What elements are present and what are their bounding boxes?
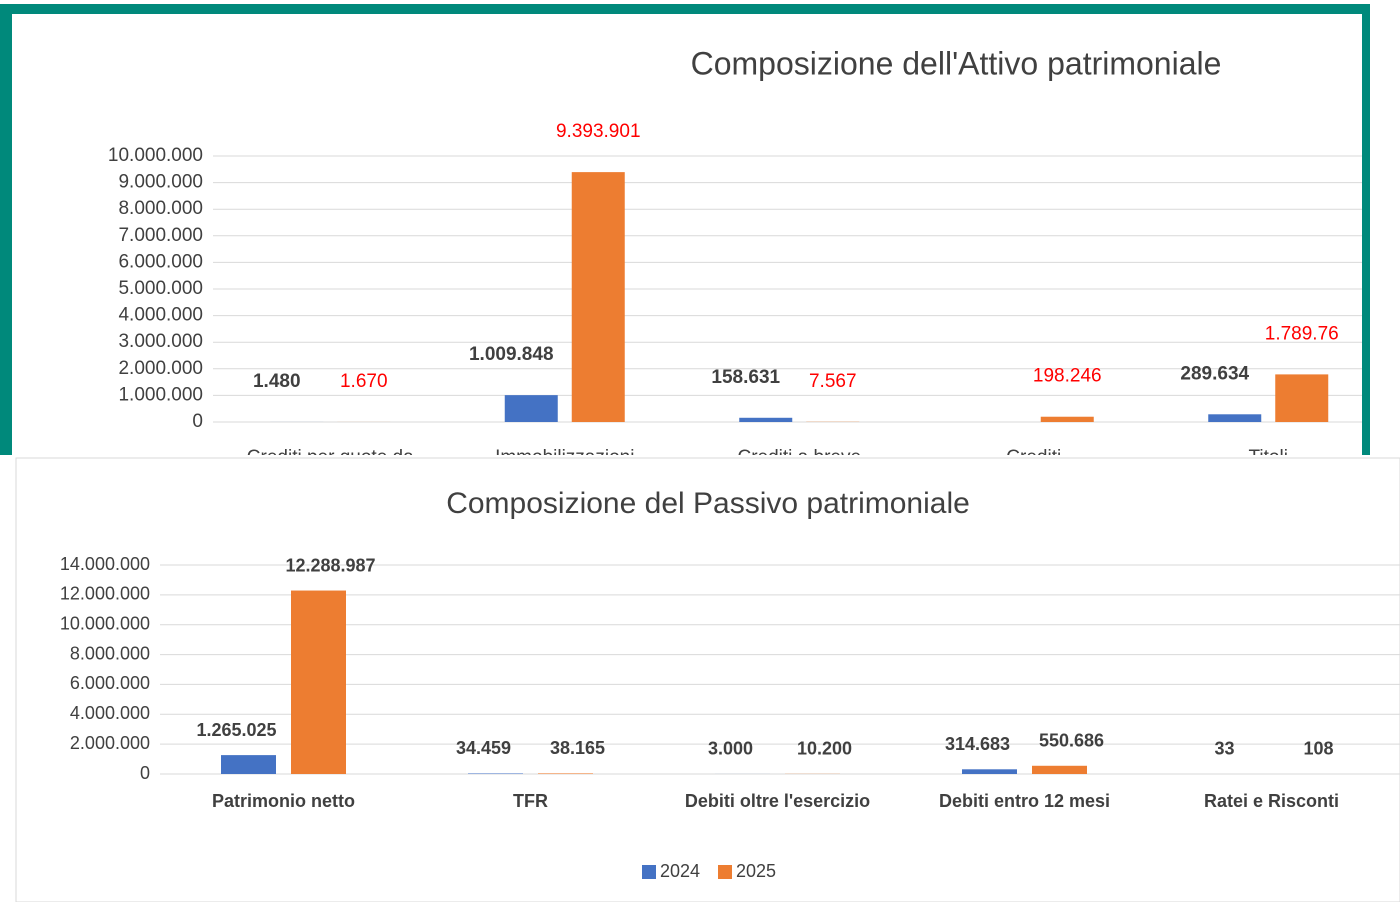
bar <box>1040 416 1094 422</box>
bar <box>504 395 558 422</box>
y-tick-label: 2.000.000 <box>70 733 150 753</box>
bar <box>739 417 793 422</box>
x-tick-label: TFR <box>513 791 548 811</box>
legend-swatch <box>718 865 732 879</box>
data-label: 7.567 <box>809 371 857 392</box>
data-label: 550.686 <box>1039 731 1104 751</box>
bar <box>962 769 1017 774</box>
data-label: 314.683 <box>945 734 1010 754</box>
data-label: 34.459 <box>456 738 511 758</box>
x-tick-label: Patrimonio netto <box>212 791 355 811</box>
data-label: 158.631 <box>711 367 780 388</box>
data-label: 289.634 <box>1180 363 1249 384</box>
data-label: 1.789.76 <box>1265 323 1339 344</box>
x-tick-label: Titoli <box>1249 447 1288 468</box>
legend-swatch <box>642 865 656 879</box>
data-label: 38.165 <box>550 738 605 758</box>
bar <box>1275 374 1329 422</box>
y-tick-label: 10.000.000 <box>108 145 203 166</box>
x-tick-label: Immobilizzazioni <box>495 447 634 468</box>
y-tick-label: 8.000.000 <box>118 198 203 219</box>
y-tick-label: 7.000.000 <box>118 225 203 246</box>
y-tick-label: 6.000.000 <box>118 251 203 272</box>
data-label: 10.200 <box>797 739 852 759</box>
bar <box>221 755 276 774</box>
legend-label: 2025 <box>736 861 776 881</box>
x-tick-label: Crediti a breve <box>737 447 861 468</box>
panel <box>12 14 1362 455</box>
data-label: 198.246 <box>1033 366 1102 387</box>
chart-passivo: Composizione del Passivo patrimoniale 0 2.… <box>60 487 1400 881</box>
bar <box>1208 414 1262 422</box>
y-tick-label: 0 <box>192 411 203 432</box>
data-label: 3.000 <box>708 739 753 759</box>
chart-title: Composizione dell'Attivo patrimoniale <box>691 45 1222 81</box>
bar <box>468 773 523 774</box>
y-tick-label: 6.000.000 <box>70 673 150 693</box>
y-tick-label: 10.000.000 <box>60 613 150 633</box>
y-tick-label: 2.000.000 <box>118 358 203 379</box>
bar <box>291 590 346 774</box>
x-tick-label: Debiti entro 12 mesi <box>939 791 1110 811</box>
data-label: 1.265.025 <box>196 720 276 740</box>
chart-attivo: Composizione dell'Attivo patrimoniale 0 1.… <box>108 45 1362 468</box>
y-tick-label: 14.000.000 <box>60 554 150 574</box>
x-tick-label: Debiti oltre l'esercizio <box>685 791 870 811</box>
chart-title: Composizione del Passivo patrimoniale <box>446 487 970 520</box>
y-tick-label: 0 <box>140 763 150 783</box>
bar <box>1032 765 1087 774</box>
data-label: 1.009.848 <box>469 344 554 365</box>
legend-label: 2024 <box>660 861 700 881</box>
x-tick-label: Ratei e Risconti <box>1204 791 1339 811</box>
data-label: 12.288.987 <box>285 555 375 575</box>
y-tick-label: 3.000.000 <box>118 331 203 352</box>
data-label: 1.480 <box>253 371 301 392</box>
x-tick-label: Crediti per quote da <box>247 447 414 468</box>
data-label: 9.393.901 <box>556 121 641 142</box>
y-tick-label: 12.000.000 <box>60 584 150 604</box>
data-label: 108 <box>1303 739 1333 759</box>
x-tick-label: Crediti <box>1006 447 1061 468</box>
bar <box>571 172 625 422</box>
y-tick-label: 1.000.000 <box>118 384 203 405</box>
y-tick-label: 5.000.000 <box>118 278 203 299</box>
y-tick-label: 9.000.000 <box>118 172 203 193</box>
y-tick-label: 4.000.000 <box>118 305 203 326</box>
panel <box>15 457 1400 902</box>
y-tick-label: 4.000.000 <box>70 703 150 723</box>
data-label: 33 <box>1214 739 1234 759</box>
bar <box>538 773 593 774</box>
data-label: 1.670 <box>340 371 388 392</box>
y-tick-label: 8.000.000 <box>70 643 150 663</box>
